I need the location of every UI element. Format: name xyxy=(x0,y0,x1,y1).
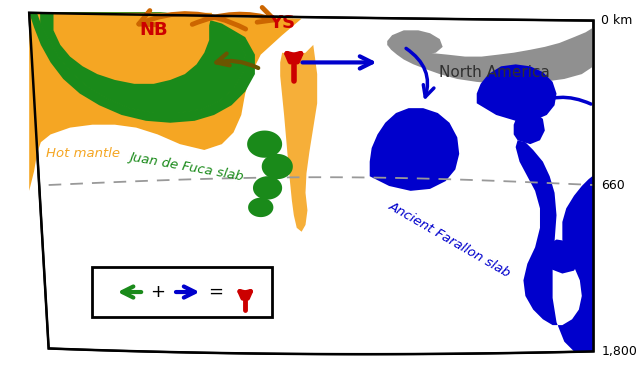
Polygon shape xyxy=(387,30,443,55)
Polygon shape xyxy=(29,13,593,354)
Polygon shape xyxy=(29,13,301,191)
FancyBboxPatch shape xyxy=(92,267,273,317)
Polygon shape xyxy=(477,65,557,121)
Polygon shape xyxy=(37,13,245,113)
Polygon shape xyxy=(29,13,255,123)
Text: Juan de Fuca slab: Juan de Fuca slab xyxy=(129,150,245,183)
Polygon shape xyxy=(545,240,580,273)
Polygon shape xyxy=(516,140,593,351)
Polygon shape xyxy=(262,154,293,179)
Text: Hot mantle: Hot mantle xyxy=(45,147,120,160)
Polygon shape xyxy=(280,45,317,232)
Text: NB: NB xyxy=(140,21,168,39)
Text: YS: YS xyxy=(269,13,295,32)
Polygon shape xyxy=(29,13,245,113)
Text: Ancient Farallon slab: Ancient Farallon slab xyxy=(386,199,513,280)
Polygon shape xyxy=(253,176,282,200)
Text: 1,800: 1,800 xyxy=(601,345,637,358)
Polygon shape xyxy=(247,131,282,158)
Text: +: + xyxy=(150,283,165,301)
Text: 660: 660 xyxy=(601,178,625,191)
Polygon shape xyxy=(370,108,460,191)
Text: =: = xyxy=(209,283,223,301)
Polygon shape xyxy=(54,13,212,84)
Text: North America: North America xyxy=(439,65,550,80)
Polygon shape xyxy=(248,198,273,217)
Polygon shape xyxy=(514,111,545,144)
Text: 0 km: 0 km xyxy=(601,14,632,27)
Polygon shape xyxy=(387,21,593,84)
